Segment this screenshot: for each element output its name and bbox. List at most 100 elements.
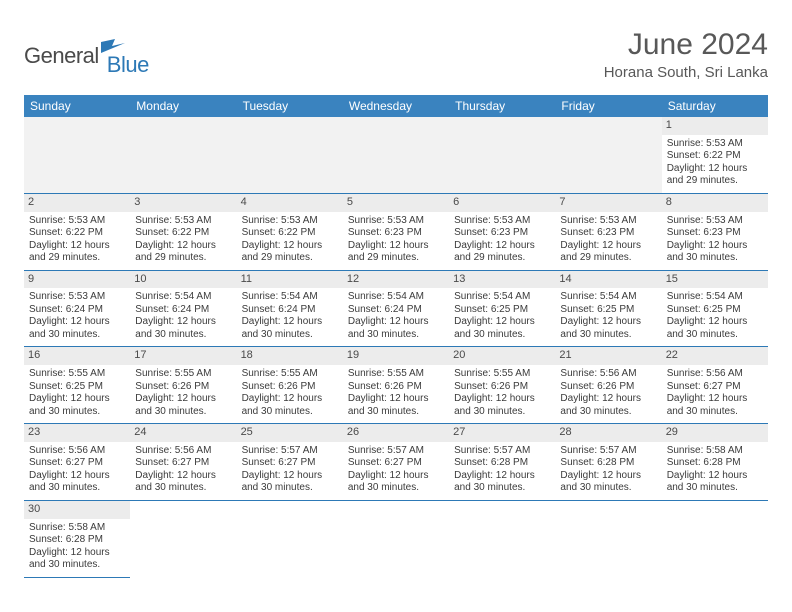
day-number: 9 — [24, 271, 130, 289]
day-number: 22 — [662, 347, 768, 365]
sunset-line: Sunset: 6:28 PM — [560, 457, 656, 470]
month-title: June 2024 — [604, 28, 768, 62]
day-number: 20 — [449, 347, 555, 365]
sunrise-line: Sunrise: 5:55 AM — [454, 368, 550, 381]
sunrise-line: Sunrise: 5:53 AM — [348, 215, 444, 228]
sunrise-line: Sunrise: 5:57 AM — [348, 445, 444, 458]
sunrise-line: Sunrise: 5:53 AM — [242, 215, 338, 228]
day-number: 30 — [24, 501, 130, 519]
calendar-day-cell: 19Sunrise: 5:55 AMSunset: 6:26 PMDayligh… — [343, 347, 449, 424]
sunrise-line: Sunrise: 5:55 AM — [348, 368, 444, 381]
daylight-line: Daylight: 12 hours and 30 minutes. — [667, 240, 763, 265]
sunset-line: Sunset: 6:25 PM — [454, 304, 550, 317]
day-header: Friday — [555, 95, 661, 117]
calendar-day-cell — [343, 500, 449, 577]
day-number: 7 — [555, 194, 661, 212]
sunrise-line: Sunrise: 5:55 AM — [29, 368, 125, 381]
logo-text-blue: Blue — [107, 52, 149, 78]
calendar-week-row: 2Sunrise: 5:53 AMSunset: 6:22 PMDaylight… — [24, 193, 768, 270]
day-number: 8 — [662, 194, 768, 212]
sunrise-line: Sunrise: 5:53 AM — [454, 215, 550, 228]
daylight-line: Daylight: 12 hours and 30 minutes. — [667, 393, 763, 418]
calendar-day-cell: 1Sunrise: 5:53 AMSunset: 6:22 PMDaylight… — [662, 117, 768, 193]
sunset-line: Sunset: 6:26 PM — [560, 381, 656, 394]
daylight-line: Daylight: 12 hours and 30 minutes. — [560, 470, 656, 495]
daylight-line: Daylight: 12 hours and 29 minutes. — [454, 240, 550, 265]
day-number: 13 — [449, 271, 555, 289]
sunrise-line: Sunrise: 5:53 AM — [667, 215, 763, 228]
calendar-week-row: 16Sunrise: 5:55 AMSunset: 6:25 PMDayligh… — [24, 347, 768, 424]
sunset-line: Sunset: 6:23 PM — [454, 227, 550, 240]
calendar-day-cell: 8 Sunrise: 5:53 AMSunset: 6:23 PMDaylight… — [662, 193, 768, 270]
sunset-line: Sunset: 6:22 PM — [29, 227, 125, 240]
sunset-line: Sunset: 6:27 PM — [667, 381, 763, 394]
day-number: 17 — [130, 347, 236, 365]
sunset-line: Sunset: 6:23 PM — [667, 227, 763, 240]
daylight-line: Daylight: 12 hours and 30 minutes. — [560, 393, 656, 418]
sunrise-line: Sunrise: 5:54 AM — [560, 291, 656, 304]
sunrise-line: Sunrise: 5:56 AM — [29, 445, 125, 458]
day-number: 15 — [662, 271, 768, 289]
daylight-line: Daylight: 12 hours and 30 minutes. — [242, 393, 338, 418]
sunrise-line: Sunrise: 5:58 AM — [29, 522, 125, 535]
calendar-day-cell: 26Sunrise: 5:57 AMSunset: 6:27 PMDayligh… — [343, 424, 449, 501]
day-header: Saturday — [662, 95, 768, 117]
day-number: 10 — [130, 271, 236, 289]
sunset-line: Sunset: 6:23 PM — [348, 227, 444, 240]
calendar-day-cell: 4Sunrise: 5:53 AMSunset: 6:22 PMDaylight… — [237, 193, 343, 270]
day-number: 23 — [24, 424, 130, 442]
sunset-line: Sunset: 6:26 PM — [242, 381, 338, 394]
daylight-line: Daylight: 12 hours and 29 minutes. — [242, 240, 338, 265]
day-number: 24 — [130, 424, 236, 442]
day-header: Wednesday — [343, 95, 449, 117]
sunrise-line: Sunrise: 5:56 AM — [667, 368, 763, 381]
daylight-line: Daylight: 12 hours and 30 minutes. — [29, 470, 125, 495]
day-number: 3 — [130, 194, 236, 212]
sunset-line: Sunset: 6:22 PM — [667, 150, 763, 163]
calendar-day-cell: 30Sunrise: 5:58 AMSunset: 6:28 PMDayligh… — [24, 500, 130, 577]
calendar-day-cell: 14Sunrise: 5:54 AMSunset: 6:25 PMDayligh… — [555, 270, 661, 347]
calendar-week-row: 1Sunrise: 5:53 AMSunset: 6:22 PMDaylight… — [24, 117, 768, 193]
daylight-line: Daylight: 12 hours and 30 minutes. — [348, 316, 444, 341]
calendar-day-cell — [24, 117, 130, 193]
sunset-line: Sunset: 6:27 PM — [348, 457, 444, 470]
daylight-line: Daylight: 12 hours and 29 minutes. — [135, 240, 231, 265]
day-number: 25 — [237, 424, 343, 442]
calendar-day-cell: 11Sunrise: 5:54 AMSunset: 6:24 PMDayligh… — [237, 270, 343, 347]
sunset-line: Sunset: 6:27 PM — [242, 457, 338, 470]
calendar-day-cell: 18Sunrise: 5:55 AMSunset: 6:26 PMDayligh… — [237, 347, 343, 424]
sunset-line: Sunset: 6:26 PM — [135, 381, 231, 394]
calendar-day-cell: 7Sunrise: 5:53 AMSunset: 6:23 PMDaylight… — [555, 193, 661, 270]
calendar-day-cell: 10Sunrise: 5:54 AMSunset: 6:24 PMDayligh… — [130, 270, 236, 347]
calendar-day-cell — [237, 500, 343, 577]
day-number: 27 — [449, 424, 555, 442]
sunrise-line: Sunrise: 5:54 AM — [454, 291, 550, 304]
sunset-line: Sunset: 6:28 PM — [667, 457, 763, 470]
sunrise-line: Sunrise: 5:56 AM — [135, 445, 231, 458]
daylight-line: Daylight: 12 hours and 30 minutes. — [348, 470, 444, 495]
day-number: 11 — [237, 271, 343, 289]
calendar-day-cell — [555, 500, 661, 577]
daylight-line: Daylight: 12 hours and 30 minutes. — [135, 393, 231, 418]
sunrise-line: Sunrise: 5:55 AM — [242, 368, 338, 381]
calendar-body: 1Sunrise: 5:53 AMSunset: 6:22 PMDaylight… — [24, 117, 768, 577]
day-number: 2 — [24, 194, 130, 212]
daylight-line: Daylight: 12 hours and 30 minutes. — [454, 316, 550, 341]
daylight-line: Daylight: 12 hours and 30 minutes. — [454, 393, 550, 418]
daylight-line: Daylight: 12 hours and 30 minutes. — [348, 393, 444, 418]
calendar-day-cell — [662, 500, 768, 577]
sunrise-line: Sunrise: 5:54 AM — [667, 291, 763, 304]
day-header: Tuesday — [237, 95, 343, 117]
calendar-week-row: 9Sunrise: 5:53 AMSunset: 6:24 PMDaylight… — [24, 270, 768, 347]
calendar-day-cell: 27Sunrise: 5:57 AMSunset: 6:28 PMDayligh… — [449, 424, 555, 501]
day-header: Thursday — [449, 95, 555, 117]
calendar-day-cell — [130, 500, 236, 577]
daylight-line: Daylight: 12 hours and 29 minutes. — [29, 240, 125, 265]
sunset-line: Sunset: 6:25 PM — [29, 381, 125, 394]
calendar-week-row: 30Sunrise: 5:58 AMSunset: 6:28 PMDayligh… — [24, 500, 768, 577]
sunset-line: Sunset: 6:24 PM — [135, 304, 231, 317]
logo: General Blue — [24, 34, 149, 78]
calendar-day-cell: 28Sunrise: 5:57 AMSunset: 6:28 PMDayligh… — [555, 424, 661, 501]
daylight-line: Daylight: 12 hours and 30 minutes. — [135, 316, 231, 341]
calendar-day-cell: 9Sunrise: 5:53 AMSunset: 6:24 PMDaylight… — [24, 270, 130, 347]
